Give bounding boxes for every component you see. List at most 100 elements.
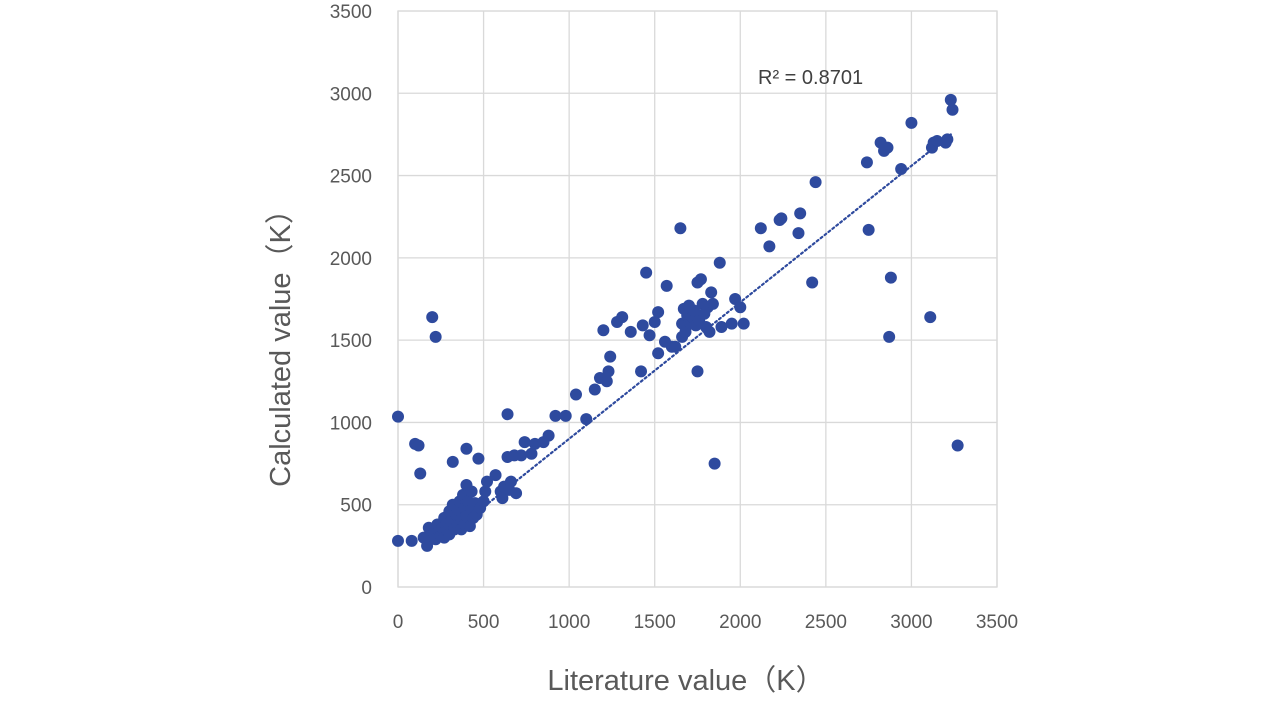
data-point: [809, 176, 822, 189]
data-point: [600, 375, 613, 388]
data-point: [465, 485, 478, 498]
x-tick-label: 3000: [890, 612, 932, 633]
data-point: [602, 365, 615, 378]
data-point: [635, 365, 648, 378]
y-tick-label: 1500: [330, 331, 372, 352]
data-point: [616, 311, 629, 324]
x-axis-title: Literature value（K）: [547, 665, 824, 696]
data-point: [884, 271, 897, 284]
data-point: [559, 409, 572, 422]
data-point: [895, 162, 908, 175]
x-tick-label: 0: [393, 612, 404, 633]
data-point: [924, 311, 937, 324]
data-point: [705, 286, 718, 299]
data-point: [412, 439, 425, 452]
data-point: [479, 485, 492, 498]
y-tick-label: 3000: [330, 84, 372, 105]
data-point: [715, 320, 728, 333]
data-point: [542, 429, 555, 442]
data-point: [489, 469, 502, 482]
grid-lines: [397, 10, 998, 588]
data-point: [643, 329, 656, 342]
data-point: [881, 141, 894, 154]
data-point: [392, 534, 404, 547]
data-point: [640, 266, 653, 279]
y-tick-label: 3500: [330, 2, 372, 23]
data-point: [588, 383, 601, 396]
data-point: [504, 475, 517, 488]
data-point: [496, 492, 509, 505]
data-point: [703, 325, 716, 338]
data-point: [480, 475, 493, 488]
data-point: [734, 301, 747, 314]
data-point: [883, 330, 896, 343]
data-point: [660, 279, 673, 292]
data-point: [549, 409, 562, 422]
data-point: [905, 116, 918, 129]
y-tick-label: 1000: [330, 413, 372, 434]
x-tick-label: 1000: [548, 612, 590, 633]
data-point: [708, 457, 721, 470]
plot-area-border: [397, 10, 998, 588]
data-point: [754, 222, 767, 235]
data-point: [472, 452, 485, 465]
data-point: [688, 304, 701, 317]
data-point: [429, 330, 442, 343]
x-tick-label: 500: [468, 612, 500, 633]
data-point: [674, 222, 687, 235]
x-tick-label: 1500: [634, 612, 676, 633]
data-point: [525, 447, 538, 460]
y-axis-title: Calculated value（K）: [265, 195, 297, 487]
tick-labels: 0 500 1000 1500 2000 2500 3000 3500 0 500 1000 1500…: [330, 2, 1018, 633]
data-point: [460, 442, 473, 455]
data-point: [510, 487, 523, 500]
data-point: [604, 350, 617, 363]
x-tick-label: 2000: [719, 612, 761, 633]
data-point: [392, 410, 404, 423]
data-points: [392, 93, 964, 552]
data-point: [951, 439, 964, 452]
data-point: [763, 240, 776, 253]
x-tick-label: 2500: [805, 612, 847, 633]
data-point: [652, 306, 665, 319]
data-point: [792, 227, 805, 240]
data-point: [946, 103, 959, 116]
data-point: [794, 207, 807, 220]
data-point: [569, 388, 582, 401]
trendline: [448, 133, 952, 536]
x-tick-label: 3500: [976, 612, 1018, 633]
data-point: [446, 455, 459, 468]
y-tick-label: 500: [340, 496, 372, 517]
data-point: [691, 365, 704, 378]
trendline-group: [448, 133, 952, 536]
data-point: [501, 408, 514, 421]
data-point: [737, 317, 750, 330]
data-point: [706, 297, 719, 310]
y-tick-label: 2500: [330, 167, 372, 188]
data-point: [860, 156, 873, 169]
data-point: [636, 319, 649, 332]
data-point: [862, 223, 875, 236]
data-point: [694, 273, 707, 286]
data-point: [421, 539, 434, 552]
data-point: [515, 449, 528, 462]
data-point: [580, 413, 593, 426]
data-point: [652, 347, 665, 360]
data-point: [624, 325, 637, 338]
y-tick-label: 2000: [330, 249, 372, 270]
data-point: [426, 311, 439, 324]
data-point: [518, 436, 531, 449]
r-squared-annotation: R² = 0.8701: [758, 67, 863, 89]
data-point: [806, 276, 819, 289]
data-point: [477, 495, 490, 508]
data-point: [775, 212, 788, 225]
data-point: [414, 467, 427, 480]
y-tick-label: 0: [361, 578, 372, 599]
data-point: [648, 316, 661, 329]
data-point: [597, 324, 610, 337]
data-point: [669, 340, 682, 353]
data-point: [405, 534, 418, 547]
data-point: [941, 133, 954, 146]
